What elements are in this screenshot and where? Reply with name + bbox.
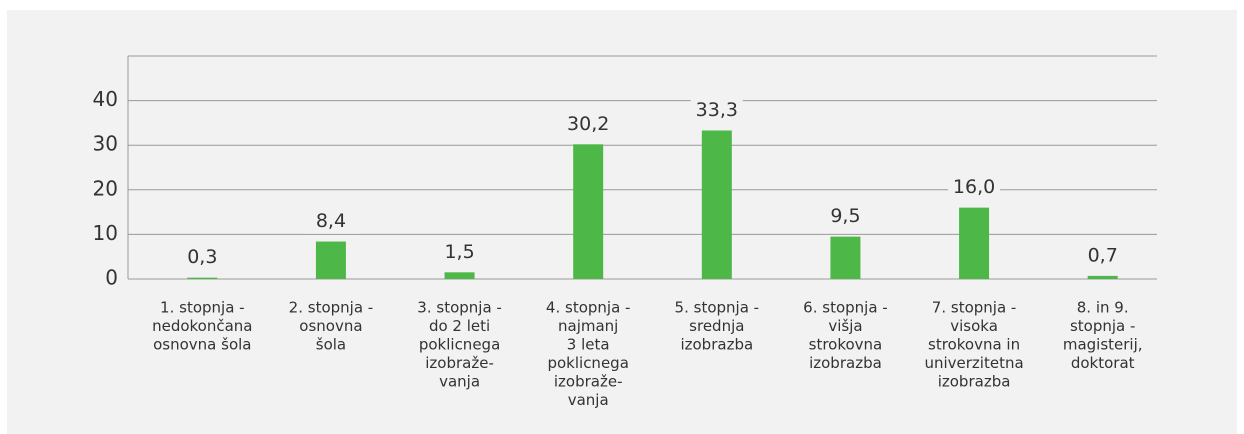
bar bbox=[573, 144, 604, 279]
value-label-bg bbox=[176, 243, 229, 270]
background bbox=[7, 10, 1237, 434]
x-tick-label: izobrazba bbox=[938, 373, 1011, 391]
value-label-bg bbox=[690, 96, 743, 123]
value-label: 9,5 bbox=[830, 205, 860, 227]
x-tick-label: visoka bbox=[950, 317, 998, 335]
x-tick-label: 7. stopnja - bbox=[932, 299, 1017, 317]
x-tick-label: osnovna bbox=[299, 317, 362, 335]
x-tick-label: poklicnega bbox=[419, 336, 500, 354]
value-label: 30,2 bbox=[567, 113, 609, 135]
x-tick-label: izobraže- bbox=[554, 373, 623, 391]
x-tick-label: nedokončana bbox=[152, 317, 252, 335]
x-tick-label: strokovna bbox=[809, 336, 883, 354]
value-label-bg bbox=[1076, 241, 1129, 268]
value-label-bg bbox=[819, 202, 872, 229]
x-tick-label: univerzitetna bbox=[924, 354, 1023, 372]
value-label-bg bbox=[948, 173, 1001, 200]
y-tick-label: 30 bbox=[93, 132, 118, 156]
x-tick-label: doktorat bbox=[1071, 354, 1135, 372]
y-tick-label: 20 bbox=[93, 176, 118, 200]
value-label: 1,5 bbox=[444, 241, 474, 263]
value-label: 0,3 bbox=[187, 246, 217, 268]
x-tick-label: 6. stopnja - bbox=[803, 299, 888, 317]
x-tick-label: najmanj bbox=[558, 317, 618, 335]
x-tick-label: 2. stopnja - bbox=[289, 299, 374, 317]
x-tick-label: poklicnega bbox=[547, 354, 628, 372]
bar bbox=[444, 272, 475, 279]
x-tick-label: do 2 leti bbox=[429, 317, 490, 335]
x-tick-label: izobrazba bbox=[809, 354, 882, 372]
value-label: 16,0 bbox=[953, 176, 995, 198]
value-label: 33,3 bbox=[696, 99, 738, 121]
value-label: 0,7 bbox=[1088, 244, 1118, 266]
bar bbox=[187, 277, 218, 279]
x-tick-label: višja bbox=[828, 317, 862, 335]
bar bbox=[1087, 275, 1118, 279]
x-tick-label: 1. stopnja - bbox=[160, 299, 245, 317]
x-tick-label: srednja bbox=[689, 317, 744, 335]
x-tick-label: 8. in 9. bbox=[1077, 299, 1129, 317]
x-tick-label: strokovna in bbox=[928, 336, 1020, 354]
value-label: 8,4 bbox=[316, 210, 346, 232]
y-tick-label: 40 bbox=[93, 87, 118, 111]
x-tick-label: stopnja - bbox=[1070, 317, 1135, 335]
x-tick-label: 5. stopnja - bbox=[675, 299, 760, 317]
bar bbox=[959, 207, 990, 279]
x-tick-label: šola bbox=[316, 336, 346, 354]
bar bbox=[830, 236, 861, 279]
x-tick-label: vanja bbox=[568, 391, 609, 409]
x-tick-label: osnovna šola bbox=[153, 336, 251, 354]
x-tick-label: 3 leta bbox=[567, 336, 610, 354]
value-label-bg bbox=[562, 110, 615, 137]
value-label-bg bbox=[433, 238, 486, 265]
value-label-bg bbox=[304, 207, 357, 234]
x-tick-label: vanja bbox=[439, 373, 480, 391]
y-tick-label: 0 bbox=[105, 266, 118, 290]
x-tick-label: 3. stopnja - bbox=[417, 299, 502, 317]
bar bbox=[701, 130, 732, 279]
x-tick-label: izobraže- bbox=[425, 354, 494, 372]
y-tick-label: 10 bbox=[93, 221, 118, 245]
x-tick-label: izobrazba bbox=[680, 336, 753, 354]
x-tick-label: 4. stopnja - bbox=[546, 299, 631, 317]
x-tick-label: magisterij, bbox=[1063, 336, 1143, 354]
bar bbox=[315, 241, 346, 279]
